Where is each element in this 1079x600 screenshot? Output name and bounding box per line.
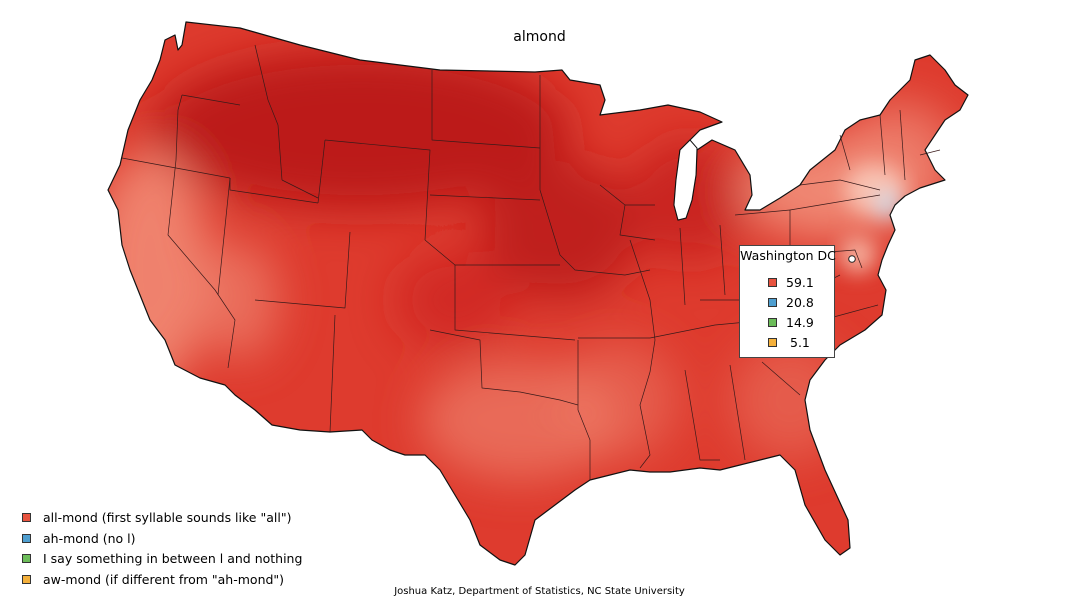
state-border-line	[431, 70, 541, 149]
state-border-line	[281, 179, 319, 199]
legend-label: ah-mond (no l)	[43, 530, 136, 546]
value-all-mond: 59.1	[786, 275, 814, 290]
swatch-all-mond	[768, 278, 777, 287]
state-border-line	[839, 134, 851, 171]
state-border-line	[317, 139, 326, 204]
state-border-line	[559, 254, 651, 276]
us-map-body	[107, 21, 969, 566]
value-ah-mond: 20.8	[786, 295, 814, 310]
location-value-row: 59.1	[768, 274, 814, 292]
legend-item-ah-mond[interactable]: ah-mond (no l)	[22, 529, 302, 550]
state-border-line	[454, 265, 576, 341]
state-border-line	[329, 314, 336, 433]
credit-line: Joshua Katz, Department of Statistics, N…	[394, 586, 685, 597]
state-border-line	[175, 94, 183, 161]
state-border-line	[899, 109, 906, 181]
state-borders	[121, 44, 941, 480]
location-value-row: 20.8	[768, 294, 814, 312]
legend-swatch	[22, 574, 31, 584]
legend-label: aw-mond (if different from "ah-mond")	[43, 571, 285, 587]
location-name: Washington DC	[740, 248, 836, 263]
state-border-line	[429, 329, 579, 406]
state-border-line	[254, 44, 283, 181]
state-border-line	[879, 114, 886, 176]
swatch-aw-mond	[768, 338, 777, 347]
state-border-line	[181, 94, 241, 106]
legend-label: I say something in between l and nothing	[43, 551, 303, 566]
legend-item-all-mond[interactable]: all-mond (first syllable sounds like "al…	[22, 508, 302, 529]
swatch-ah-mond	[768, 298, 777, 307]
value-in-between: 14.9	[786, 315, 814, 330]
state-border-line	[799, 179, 881, 191]
state-border-line	[684, 369, 720, 461]
location-value-row: 14.9	[768, 314, 814, 332]
legend-swatch	[22, 533, 31, 543]
state-border-line	[167, 159, 236, 369]
legend-label: all-mond (first syllable sounds like "al…	[43, 510, 292, 525]
legend-item-aw-mond[interactable]: aw-mond (if different from "ah-mond")	[22, 570, 302, 591]
swatch-in-between	[768, 318, 777, 327]
location-value-row: 5.1	[768, 334, 810, 352]
state-border-line	[229, 178, 319, 204]
location-info-box: Washington DC 59.1 20.8 14.9 5.1	[739, 245, 836, 358]
map-title: almond	[513, 29, 566, 45]
state-border-line	[679, 227, 686, 306]
legend-swatch	[22, 554, 31, 563]
state-border-line	[217, 177, 231, 296]
legend-item-in-between[interactable]: I say something in between l and nothing	[22, 549, 302, 570]
state-border-line	[729, 364, 746, 461]
state-border-line	[761, 361, 801, 396]
legend-swatch	[22, 513, 31, 522]
lake-michigan	[673, 139, 698, 221]
legend: all-mond (first syllable sounds like "al…	[22, 508, 302, 590]
state-border-line	[429, 194, 541, 201]
value-aw-mond: 5.1	[790, 335, 810, 350]
state-border-line	[629, 239, 656, 373]
state-border-line	[539, 75, 561, 256]
washington-dc-marker[interactable]	[848, 255, 856, 263]
state-border-line	[577, 340, 591, 480]
state-border-line	[324, 139, 431, 241]
state-border-line	[121, 157, 231, 179]
state-border-line	[639, 371, 651, 469]
state-border-line	[719, 224, 726, 296]
state-border-line	[919, 149, 941, 156]
state-border-line	[254, 231, 351, 309]
state-border-line	[599, 184, 656, 241]
state-border-line	[789, 194, 881, 211]
